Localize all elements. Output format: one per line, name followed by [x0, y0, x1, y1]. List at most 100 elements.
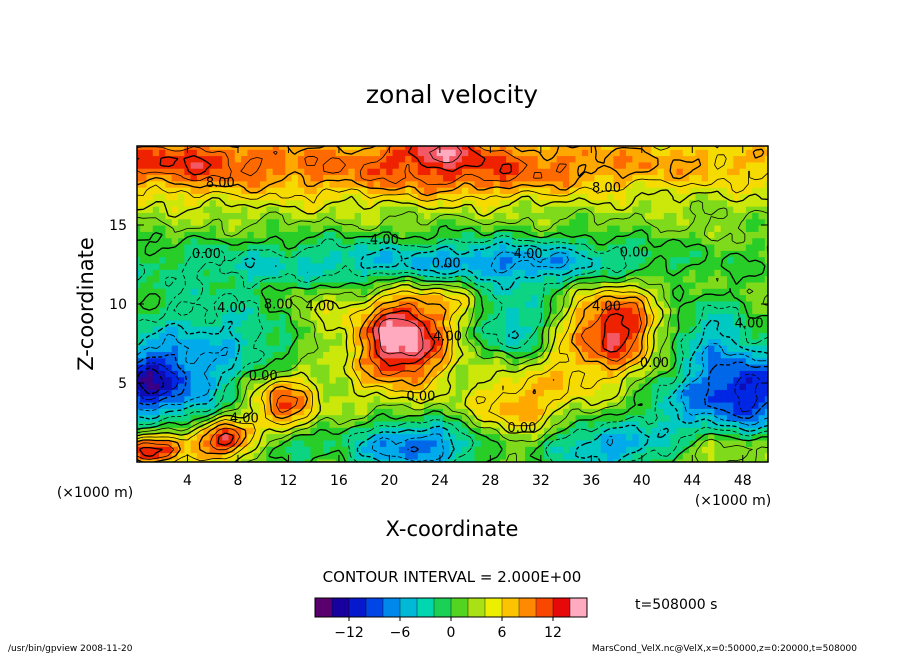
- field-cell: [695, 269, 703, 277]
- field-cell: [424, 237, 432, 245]
- field-cell: [600, 256, 608, 264]
- field-cell: [316, 149, 324, 157]
- field-cell: [720, 458, 728, 462]
- field-cell: [632, 187, 640, 194]
- field-cell: [449, 281, 457, 289]
- field-cell: [689, 319, 697, 327]
- field-cell: [512, 408, 520, 416]
- field-cell: [171, 193, 179, 201]
- field-cell: [260, 351, 267, 359]
- field-cell: [764, 294, 768, 302]
- field-cell: [430, 237, 438, 245]
- field-cell: [663, 307, 671, 315]
- field-cell: [392, 300, 400, 308]
- field-cell: [644, 243, 652, 251]
- field-cell: [285, 364, 293, 371]
- field-cell: [184, 237, 192, 245]
- field-cell: [752, 231, 760, 239]
- field-cell: [745, 231, 753, 239]
- field-cell: [499, 364, 507, 371]
- field-cell: [417, 218, 425, 226]
- field-cell: [468, 319, 476, 327]
- field-cell: [285, 420, 293, 428]
- field-cell: [594, 281, 602, 289]
- field-cell: [190, 231, 198, 239]
- field-cell: [329, 243, 337, 251]
- field-cell: [745, 376, 753, 384]
- field-cell: [140, 332, 148, 340]
- field-cell: [373, 288, 381, 296]
- field-cell: [436, 225, 444, 232]
- field-cell: [184, 174, 192, 182]
- field-cell: [644, 458, 652, 462]
- field-cell: [506, 250, 514, 258]
- field-cell: [152, 180, 160, 188]
- field-cell: [203, 206, 211, 213]
- field-cell: [575, 345, 583, 352]
- field-cell: [506, 269, 514, 277]
- field-cell: [424, 288, 432, 296]
- field-cell: [455, 300, 463, 308]
- field-cell: [367, 395, 375, 403]
- field-cell: [638, 357, 646, 365]
- field-cell: [367, 401, 375, 409]
- field-cell: [253, 300, 261, 308]
- field-cell: [764, 262, 768, 270]
- field-cell: [493, 383, 501, 390]
- field-cell: [487, 427, 495, 435]
- field-cell: [512, 433, 520, 441]
- field-cell: [405, 408, 413, 416]
- field-cell: [569, 357, 577, 365]
- field-cell: [531, 408, 539, 416]
- field-cell: [209, 243, 217, 251]
- field-cell: [651, 250, 659, 258]
- field-cell: [569, 370, 577, 378]
- field-cell: [392, 168, 400, 176]
- field-cell: [455, 193, 463, 201]
- field-cell: [493, 307, 501, 315]
- field-cell: [663, 168, 671, 176]
- field-cell: [588, 389, 596, 397]
- field-cell: [228, 225, 236, 232]
- field-cell: [676, 326, 684, 334]
- field-cell: [550, 288, 558, 296]
- field-cell: [525, 206, 532, 213]
- field-cell: [411, 300, 419, 308]
- field-cell: [335, 262, 343, 270]
- field-cell: [752, 199, 760, 207]
- field-cell: [619, 218, 627, 226]
- field-cell: [392, 452, 400, 460]
- field-cell: [720, 332, 728, 340]
- field-cell: [367, 237, 375, 245]
- field-cell: [525, 395, 532, 403]
- field-cell: [594, 389, 602, 397]
- field-cell: [607, 180, 615, 188]
- field-cell: [480, 389, 488, 397]
- field-cell: [329, 446, 337, 454]
- field-cell: [607, 446, 615, 454]
- field-cell: [708, 250, 715, 258]
- field-cell: [335, 218, 343, 226]
- field-cell: [152, 262, 160, 270]
- field-cell: [316, 180, 324, 188]
- field-cell: [386, 326, 394, 334]
- field-cell: [461, 345, 469, 352]
- field-cell: [386, 275, 394, 283]
- field-cell: [726, 262, 734, 270]
- field-cell: [272, 300, 280, 308]
- field-cell: [613, 326, 621, 334]
- field-cell: [487, 370, 495, 378]
- field-cell: [550, 433, 558, 441]
- field-cell: [379, 357, 387, 365]
- field-cell: [480, 446, 488, 454]
- field-cell: [562, 446, 570, 454]
- field-cell: [600, 262, 608, 270]
- field-cell: [398, 193, 406, 201]
- field-cell: [165, 395, 173, 403]
- field-cell: [632, 243, 640, 251]
- field-cell: [588, 218, 596, 226]
- field-cell: [537, 288, 545, 296]
- field-cell: [159, 414, 166, 422]
- field-cell: [386, 256, 394, 264]
- field-cell: [222, 281, 230, 289]
